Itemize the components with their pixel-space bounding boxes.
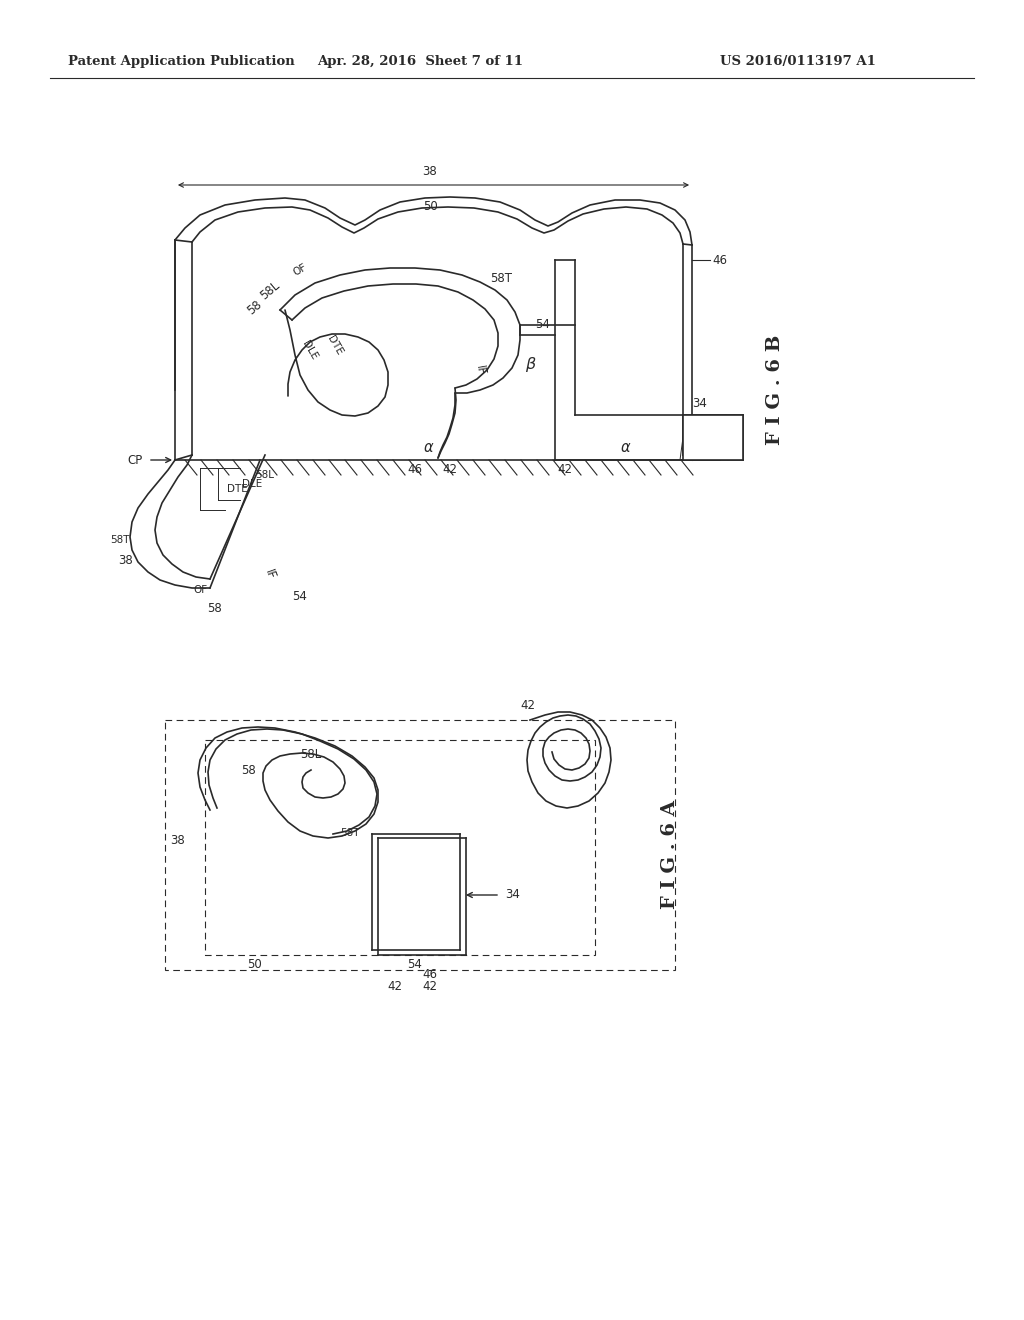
Text: α: α: [423, 440, 433, 454]
Text: 50: 50: [423, 201, 437, 213]
Text: 42: 42: [557, 463, 572, 477]
Text: F I G . 6 A: F I G . 6 A: [662, 800, 679, 909]
Text: Apr. 28, 2016  Sheet 7 of 11: Apr. 28, 2016 Sheet 7 of 11: [317, 55, 523, 69]
Text: IF: IF: [262, 568, 278, 582]
Text: F I G . 6 B: F I G . 6 B: [766, 335, 784, 445]
Text: 38: 38: [423, 165, 437, 178]
Text: 46: 46: [408, 463, 423, 477]
Text: 38: 38: [170, 833, 185, 846]
Text: Patent Application Publication: Patent Application Publication: [68, 55, 295, 69]
Text: 42: 42: [442, 463, 458, 477]
Text: DLE: DLE: [301, 339, 319, 362]
Text: DTE: DTE: [227, 484, 248, 494]
Text: 58T: 58T: [341, 828, 360, 838]
Text: 34: 34: [505, 888, 520, 902]
Text: US 2016/0113197 A1: US 2016/0113197 A1: [720, 55, 876, 69]
Text: 38: 38: [118, 553, 133, 566]
Text: 42: 42: [520, 700, 536, 711]
Text: 58: 58: [208, 602, 222, 615]
Text: 58: 58: [245, 298, 265, 318]
Text: β: β: [525, 358, 536, 372]
Bar: [205, 741, 595, 954]
Text: OF: OF: [193, 585, 207, 595]
Text: 46: 46: [423, 968, 437, 981]
Text: 46: 46: [712, 253, 727, 267]
Text: IF: IF: [473, 364, 487, 376]
Text: 42: 42: [423, 979, 437, 993]
Text: 58: 58: [241, 763, 255, 776]
Text: 42: 42: [387, 979, 402, 993]
Text: 58L: 58L: [255, 470, 274, 480]
Text: CP: CP: [128, 454, 143, 466]
Text: 54: 54: [535, 318, 550, 331]
Text: 34: 34: [692, 397, 708, 411]
Text: 58L: 58L: [258, 279, 283, 302]
Text: 54: 54: [293, 590, 307, 603]
Text: 50: 50: [248, 958, 262, 972]
Text: OF: OF: [292, 263, 308, 279]
Text: 58L: 58L: [300, 748, 322, 762]
Bar: [683, 414, 743, 459]
Text: DLE: DLE: [242, 479, 262, 488]
Text: 58T: 58T: [111, 535, 130, 545]
Text: 54: 54: [408, 958, 423, 972]
Text: 58T: 58T: [490, 272, 512, 285]
Bar: [165, 719, 675, 970]
Text: α: α: [621, 440, 630, 454]
Text: DTE: DTE: [326, 334, 344, 356]
